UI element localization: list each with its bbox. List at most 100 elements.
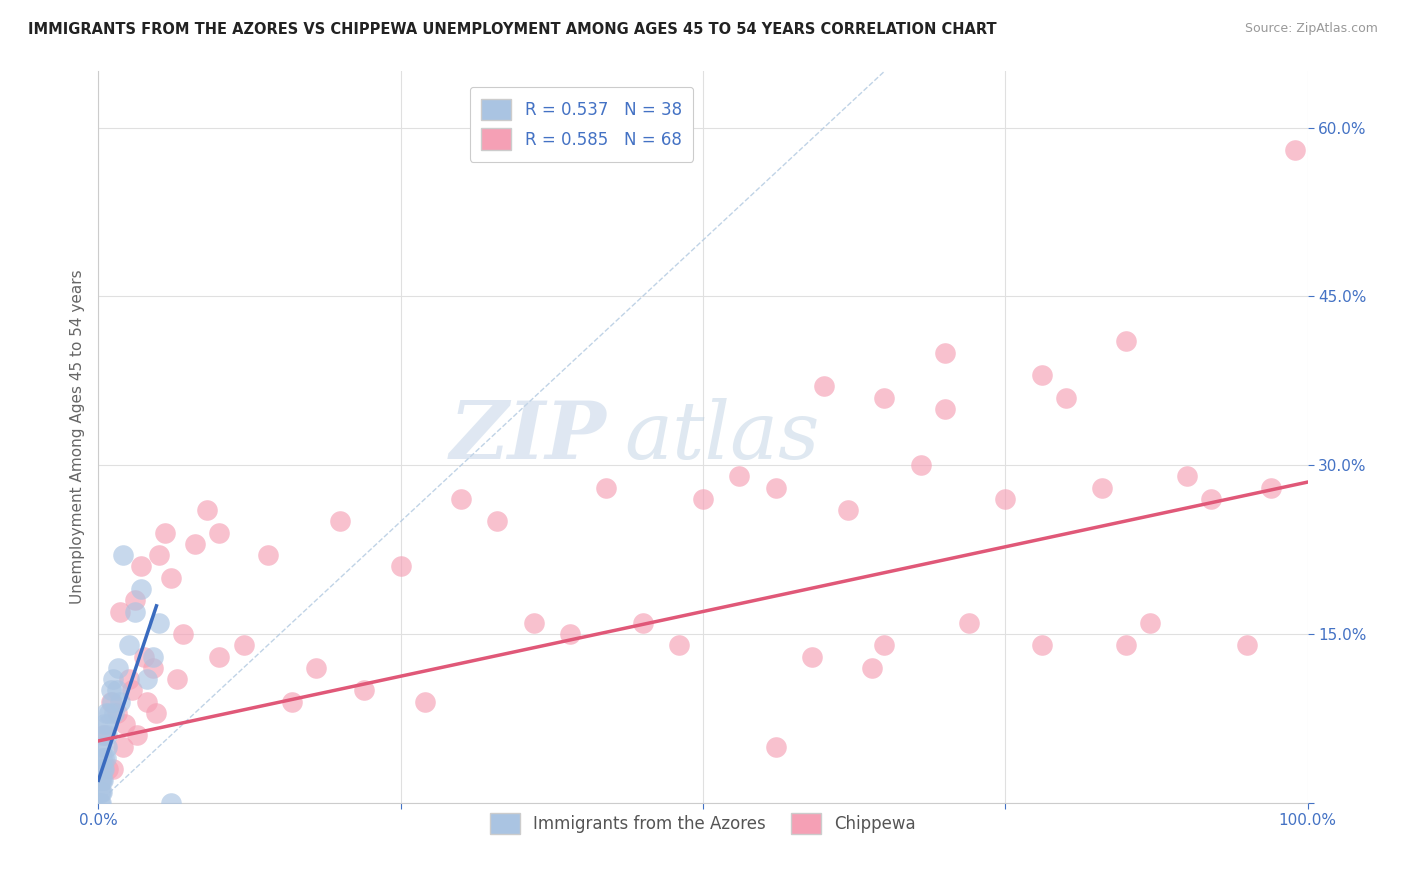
Point (1236, 638, 1258, 652)
Point (873, 391, 896, 405)
Point (91, 762, 114, 776)
Point (90, 762, 112, 776)
Point (800, 649, 823, 664)
Point (692, 491, 714, 506)
Point (118, 672, 141, 686)
Point (100, 694, 122, 708)
Point (160, 571, 183, 585)
Point (389, 559, 412, 574)
Point (305, 661, 328, 675)
Point (1031, 368, 1053, 383)
Point (127, 728, 149, 742)
Point (101, 762, 124, 776)
Point (1284, 143, 1306, 157)
Text: Source: ZipAtlas.com: Source: ZipAtlas.com (1244, 22, 1378, 36)
Point (91, 784, 114, 798)
Point (166, 672, 188, 686)
Point (837, 503, 859, 517)
Point (1260, 481, 1282, 495)
Point (1031, 638, 1053, 652)
Point (134, 649, 156, 664)
Point (873, 638, 896, 652)
Point (172, 627, 194, 641)
Point (100, 683, 122, 698)
Point (94, 751, 117, 765)
Point (523, 615, 546, 630)
Point (329, 515, 352, 529)
Point (281, 694, 304, 708)
Point (93, 717, 115, 731)
Point (160, 796, 183, 810)
Point (97, 762, 120, 776)
Point (934, 401, 956, 416)
Point (135, 672, 157, 686)
Point (103, 706, 125, 720)
Point (765, 481, 787, 495)
Point (148, 615, 170, 630)
Point (89, 784, 111, 798)
Point (111, 548, 134, 562)
Point (96, 739, 118, 754)
Point (208, 525, 231, 540)
Point (97, 717, 120, 731)
Point (135, 694, 157, 708)
Point (558, 627, 581, 641)
Point (124, 593, 146, 607)
Point (486, 515, 509, 529)
Point (256, 548, 278, 562)
Point (91, 773, 114, 788)
Point (105, 706, 128, 720)
Point (208, 649, 231, 664)
Point (89, 773, 111, 788)
Point (111, 739, 134, 754)
Point (101, 672, 124, 686)
Legend: Immigrants from the Azores, Chippewa: Immigrants from the Azores, Chippewa (478, 801, 928, 846)
Point (860, 661, 883, 675)
Point (96, 728, 118, 742)
Point (1139, 615, 1161, 630)
Point (232, 638, 254, 652)
Point (91, 728, 114, 742)
Point (105, 683, 128, 698)
Point (353, 683, 375, 698)
Point (118, 638, 141, 652)
Point (994, 491, 1017, 506)
Point (184, 537, 207, 551)
Point (1199, 491, 1222, 506)
Point (668, 638, 690, 652)
Point (90, 773, 112, 788)
Point (1175, 469, 1198, 483)
Point (108, 694, 131, 708)
Point (89, 796, 111, 810)
Point (595, 481, 617, 495)
Point (124, 605, 146, 619)
Point (153, 525, 176, 540)
Point (813, 379, 835, 393)
Point (94, 706, 117, 720)
Point (631, 615, 654, 630)
Point (1115, 638, 1137, 652)
Point (98, 706, 121, 720)
Point (728, 469, 751, 483)
Point (148, 548, 170, 562)
Point (93, 751, 115, 765)
Point (450, 491, 472, 506)
Point (93, 762, 115, 776)
Point (195, 503, 218, 517)
Point (1091, 481, 1114, 495)
Point (114, 717, 136, 731)
Point (108, 605, 131, 619)
Point (1054, 391, 1077, 405)
Point (129, 582, 152, 596)
Point (91, 751, 114, 765)
Point (91, 739, 114, 754)
Text: ZIP: ZIP (450, 399, 606, 475)
Point (90, 796, 112, 810)
Y-axis label: Unemployment Among Ages 45 to 54 years: Unemployment Among Ages 45 to 54 years (69, 269, 84, 605)
Point (142, 661, 165, 675)
Text: atlas: atlas (624, 399, 820, 475)
Point (142, 649, 165, 664)
Point (1115, 334, 1137, 349)
Point (910, 458, 932, 473)
Point (107, 661, 129, 675)
